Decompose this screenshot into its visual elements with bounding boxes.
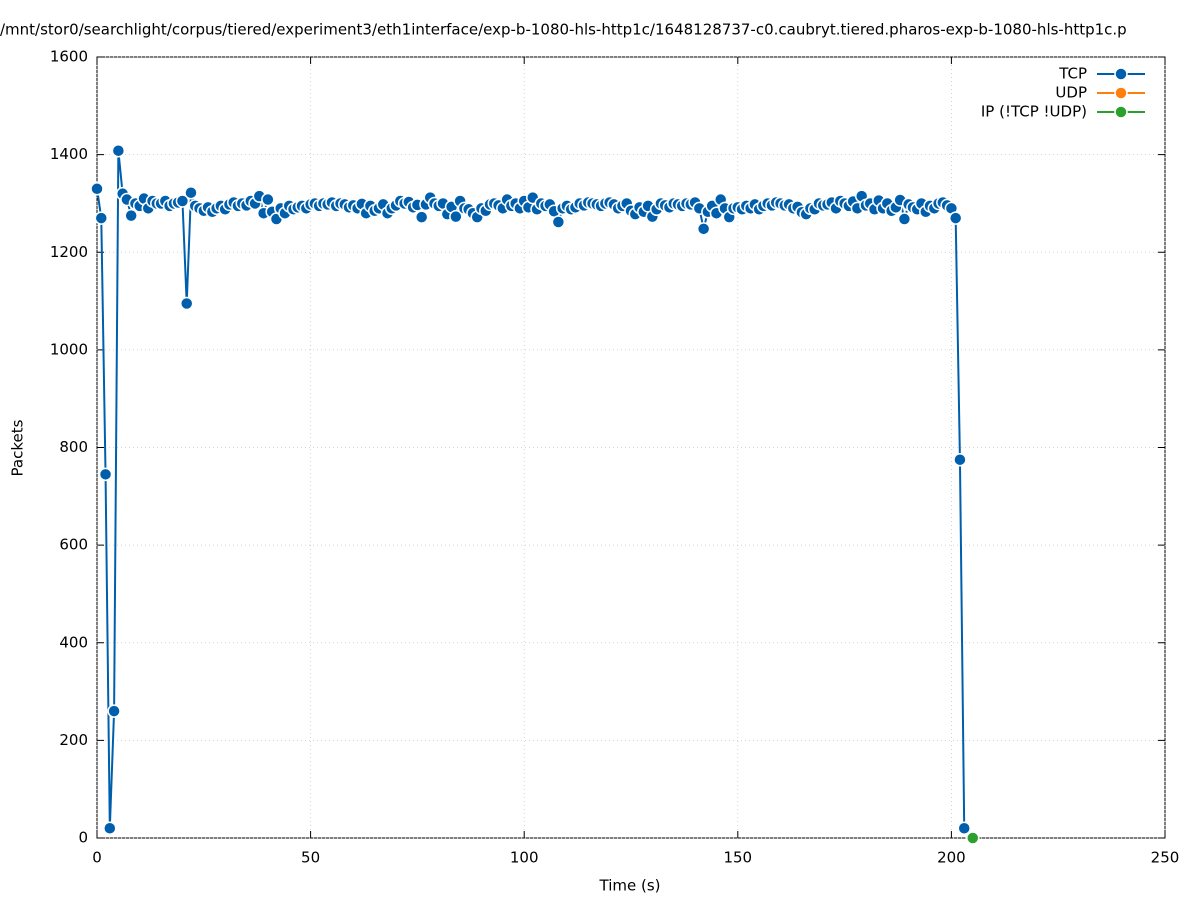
legend-marker — [1114, 86, 1128, 100]
data-point — [414, 210, 429, 224]
data-point — [261, 192, 275, 207]
data-point — [966, 831, 980, 845]
y-tick-label: 0 — [78, 829, 88, 847]
data-point — [449, 209, 463, 224]
data-point — [94, 211, 109, 225]
data-point — [175, 194, 190, 208]
x-tick-label: 150 — [723, 849, 752, 867]
data-point — [111, 143, 126, 158]
series-line — [96, 150, 966, 829]
x-tick-label: 50 — [301, 849, 320, 867]
data-point — [696, 222, 711, 236]
y-tick-label: 1000 — [50, 340, 88, 358]
data-point — [948, 211, 963, 225]
y-tick-label: 1600 — [50, 48, 88, 66]
data-point — [107, 704, 121, 718]
x-axis-label: Time (s) — [599, 877, 661, 895]
y-tick-label: 1200 — [50, 243, 88, 261]
x-tick-label: 100 — [510, 849, 539, 867]
x-tick-label: 0 — [92, 849, 102, 867]
data-point — [179, 296, 194, 311]
y-tick-label: 600 — [59, 536, 88, 554]
y-tick-label: 200 — [59, 731, 88, 749]
data-point — [90, 182, 104, 196]
data-point — [551, 215, 566, 229]
data-point — [98, 467, 113, 482]
legend-marker — [1114, 105, 1128, 119]
data-point — [184, 185, 198, 200]
legend-label: UDP — [1055, 84, 1087, 102]
data-point — [957, 821, 971, 835]
data-point — [953, 452, 967, 467]
y-tick-label: 1400 — [50, 145, 88, 163]
y-tick-label: 400 — [59, 633, 88, 651]
data-point — [103, 821, 117, 835]
x-tick-label: 200 — [937, 849, 966, 867]
legend-marker — [1114, 67, 1128, 81]
legend-label: TCP — [1058, 65, 1087, 83]
data-point — [897, 212, 912, 226]
chart-title: /mnt/stor0/searchlight/corpus/tiered/exp… — [0, 21, 1127, 39]
x-tick-label: 250 — [1151, 849, 1180, 867]
y-tick-label: 800 — [59, 438, 88, 456]
y-axis-label: Packets — [9, 419, 27, 476]
legend-label: IP (!TCP !UDP) — [981, 103, 1087, 121]
data-point — [124, 208, 138, 223]
